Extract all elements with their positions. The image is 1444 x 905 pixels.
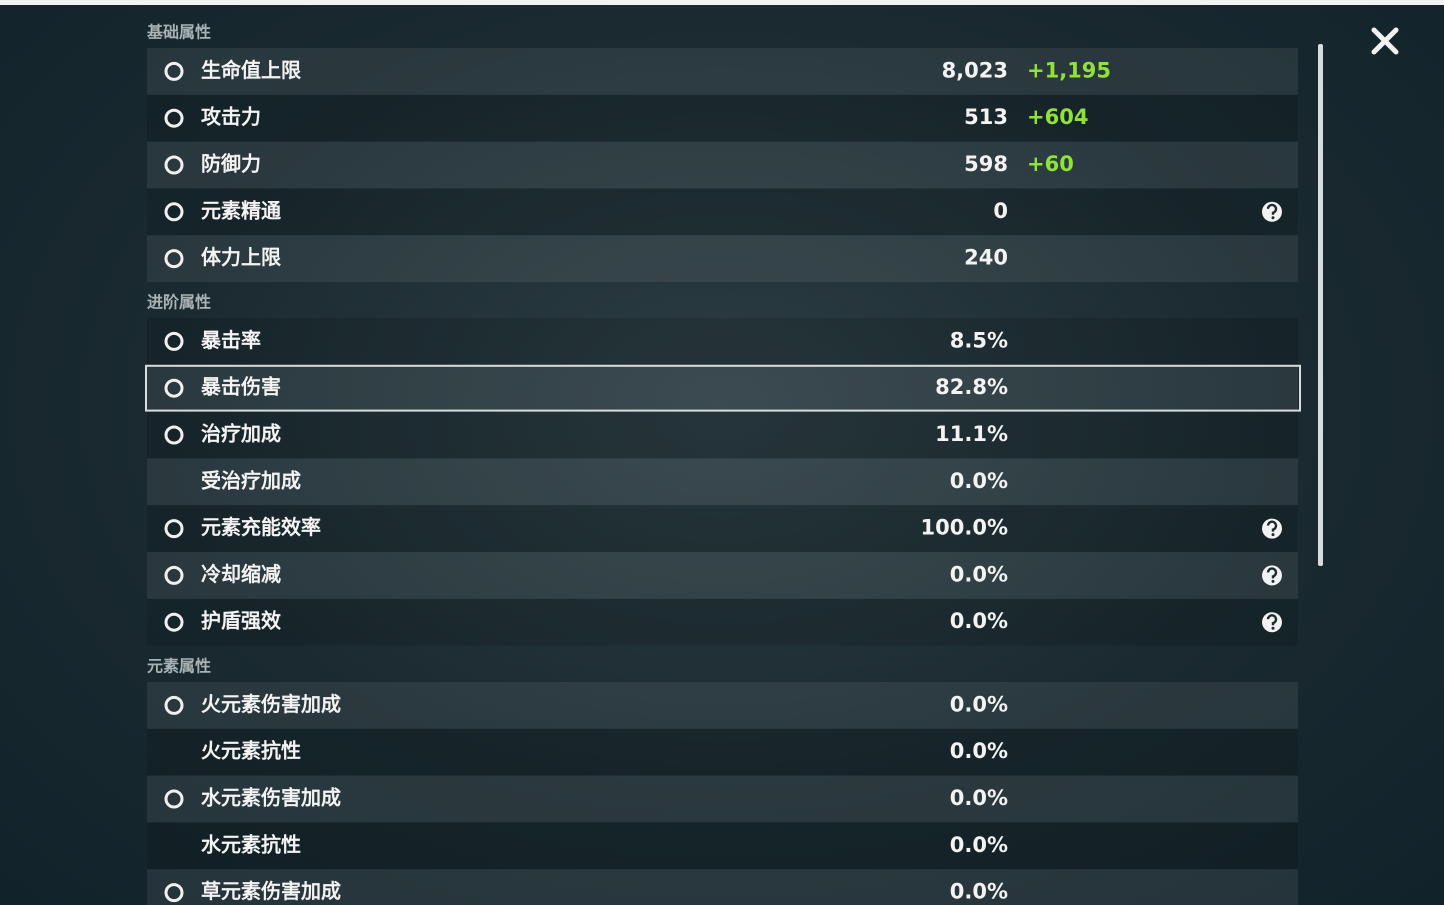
stat-icon — [164, 378, 184, 398]
stat-icon — [164, 108, 184, 128]
section-title: 元素属性 — [147, 657, 211, 676]
stat-value: 0.0% — [950, 609, 1008, 633]
help-glyph — [1266, 567, 1278, 579]
stat-row[interactable] — [147, 775, 1298, 823]
stat-value: 11.1% — [935, 422, 1008, 446]
stat-row[interactable] — [147, 458, 1298, 506]
stat-bonus: +604 — [1027, 105, 1088, 129]
stat-label: 草元素伤害加成 — [201, 879, 341, 903]
stat-icon — [164, 61, 184, 81]
help-icon[interactable] — [1262, 518, 1282, 539]
stat-bonus: +1,195 — [1027, 58, 1111, 82]
stat-value: 0.0% — [950, 786, 1008, 810]
stat-label: 暴击率 — [201, 328, 261, 352]
stat-icon — [164, 519, 184, 539]
stat-label: 暴击伤害 — [201, 375, 281, 399]
help-icon[interactable] — [1262, 201, 1282, 222]
help-dot — [1271, 533, 1275, 537]
stat-row[interactable] — [147, 505, 1298, 552]
help-glyph — [1266, 614, 1278, 626]
stat-label: 元素充能效率 — [201, 515, 321, 539]
stat-label: 攻击力 — [201, 105, 261, 129]
stat-label: 体力上限 — [201, 245, 281, 269]
stat-row[interactable] — [147, 869, 1298, 905]
stat-value: 8.5% — [950, 328, 1008, 352]
stat-label: 火元素伤害加成 — [201, 692, 341, 716]
stat-label: 元素精通 — [201, 198, 281, 222]
stat-icon — [164, 249, 184, 269]
stat-value: 0.0% — [950, 562, 1008, 586]
stat-row[interactable] — [147, 682, 1298, 729]
stat-icon — [164, 789, 184, 809]
stat-row[interactable] — [147, 822, 1298, 870]
stat-bonus: +60 — [1027, 152, 1074, 176]
help-glyph — [1266, 520, 1278, 532]
stat-icon — [164, 612, 184, 632]
section-title: 进阶属性 — [147, 293, 211, 312]
stat-label: 水元素抗性 — [201, 832, 301, 856]
stat-icon — [164, 565, 184, 585]
stat-label: 防御力 — [201, 152, 261, 176]
stat-row[interactable] — [147, 318, 1298, 365]
stat-value: 0.0% — [950, 692, 1008, 716]
help-dot — [1271, 216, 1275, 220]
stat-row[interactable] — [147, 141, 1298, 189]
row-highlight — [145, 364, 1301, 412]
scrollbar[interactable] — [1318, 44, 1323, 566]
stat-value: 0 — [993, 199, 1008, 223]
stat-value: 100.0% — [921, 516, 1008, 540]
stat-label: 水元素伤害加成 — [201, 786, 341, 810]
stat-row[interactable] — [147, 411, 1298, 459]
stat-icon — [164, 202, 184, 222]
top-strip — [0, 0, 1444, 5]
stat-value: 82.8% — [935, 375, 1008, 399]
stat-value: 0.0% — [950, 739, 1008, 763]
stat-label: 受治疗加成 — [201, 468, 301, 492]
help-icon[interactable] — [1262, 565, 1282, 586]
stat-row[interactable] — [147, 235, 1298, 282]
stat-label: 生命值上限 — [201, 58, 301, 82]
stat-row[interactable] — [147, 48, 1298, 95]
stat-row[interactable] — [147, 552, 1298, 599]
stat-icon — [164, 695, 184, 715]
stat-icon — [164, 883, 184, 903]
stat-label: 护盾强效 — [201, 609, 281, 633]
stat-value: 0.0% — [950, 469, 1008, 493]
close-button[interactable] — [1371, 27, 1399, 55]
stat-value: 0.0% — [950, 833, 1008, 857]
help-dot — [1271, 626, 1275, 630]
help-dot — [1271, 579, 1275, 583]
help-icon[interactable] — [1262, 612, 1282, 633]
help-glyph — [1266, 203, 1278, 215]
stat-row[interactable] — [147, 94, 1298, 142]
stat-value: 598 — [964, 152, 1008, 176]
stat-row[interactable] — [147, 364, 1298, 412]
stat-label: 治疗加成 — [201, 422, 281, 446]
stat-value: 0.0% — [950, 880, 1008, 904]
stat-label: 冷却缩减 — [201, 562, 281, 586]
stat-value: 240 — [964, 246, 1008, 270]
stat-row[interactable] — [147, 598, 1298, 646]
stat-icon — [164, 155, 184, 175]
stat-value: 8,023 — [942, 58, 1008, 82]
stat-row[interactable] — [147, 728, 1298, 776]
stat-row[interactable] — [147, 188, 1298, 236]
section-title: 基础属性 — [146, 23, 211, 42]
stat-icon — [164, 331, 184, 351]
stat-icon — [164, 425, 184, 445]
stat-label: 火元素抗性 — [201, 739, 301, 763]
stat-value: 513 — [964, 105, 1008, 129]
